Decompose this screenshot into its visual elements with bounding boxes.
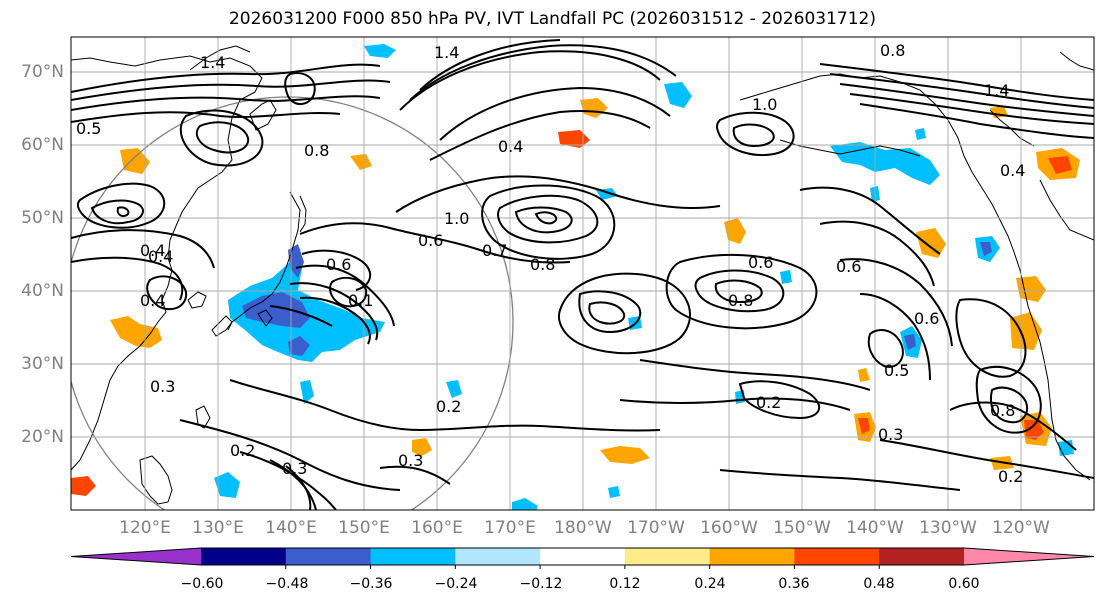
lat-label: 70°N xyxy=(21,62,64,82)
contour-label: 0.4 xyxy=(1000,161,1025,180)
lon-label: 120°E xyxy=(119,518,171,538)
colorbar-tick-label: −0.12 xyxy=(519,576,563,592)
contour-label: 0.8 xyxy=(990,401,1015,420)
contour-label: 0.5 xyxy=(76,119,101,138)
plot-frame xyxy=(70,36,1095,511)
lon-label: 150°W xyxy=(773,518,831,538)
contour-label: 0.7 xyxy=(482,241,507,260)
contour-label: 0.3 xyxy=(150,377,175,396)
positive-pv-shading xyxy=(71,98,1080,496)
lon-label: 160°E xyxy=(411,518,463,538)
colorbar-swatch xyxy=(370,548,456,565)
colorbar-extend-low xyxy=(71,548,201,565)
contour-label: 0.6 xyxy=(836,257,861,276)
contour-label: 0.6 xyxy=(914,309,939,328)
negative-pv-shading xyxy=(214,44,1074,510)
map-plot-area: 1.4 0.5 1.4 1.0 0.4 1.0 0.6 0.8 0.6 0.7 … xyxy=(71,37,1094,510)
colorbar-extend-high xyxy=(964,548,1094,565)
lon-label: 170°W xyxy=(627,518,685,538)
lat-label: 50°N xyxy=(21,208,64,228)
contour-label: 0.2 xyxy=(436,397,461,416)
contour-label: 0.4 xyxy=(498,137,523,156)
contour-label: 1.0 xyxy=(752,95,777,114)
colorbar-swatch xyxy=(879,548,965,565)
lat-label: 60°N xyxy=(21,135,64,155)
contour-label: 0.3 xyxy=(878,425,903,444)
colorbar-tick-label: −0.48 xyxy=(265,576,309,592)
contour-label: 0.4 xyxy=(148,247,173,266)
lon-label: 180°W xyxy=(554,518,612,538)
lon-label: 140°E xyxy=(265,518,317,538)
contour-labels: 1.4 0.5 1.4 1.0 0.4 1.0 0.6 0.8 0.6 0.7 … xyxy=(76,41,1025,486)
contour-label: 0.2 xyxy=(998,467,1023,486)
contour-label: 0.2 xyxy=(756,393,781,412)
contour-label: 0.6 xyxy=(326,255,351,274)
contour-label: 0.3 xyxy=(398,451,423,470)
colorbar-swatch xyxy=(285,548,372,565)
contour-label: 0.6 xyxy=(418,231,443,250)
contour-label: 0.8 xyxy=(530,255,555,274)
contour-label: 0.2 xyxy=(230,441,255,460)
lat-label: 30°N xyxy=(21,354,64,374)
colorbar-tick-label: −0.36 xyxy=(349,576,393,592)
colorbar-tick-label: 0.12 xyxy=(609,576,641,592)
colorbar-tick-label: −0.24 xyxy=(434,576,478,592)
colorbar-tick-label: −0.60 xyxy=(180,576,224,592)
lon-label: 130°E xyxy=(192,518,244,538)
contour-label: 1.0 xyxy=(444,209,469,228)
lat-label: 20°N xyxy=(21,427,64,447)
colorbar xyxy=(70,547,1095,569)
lon-label: 160°W xyxy=(700,518,758,538)
contour-label: 0.8 xyxy=(880,41,905,60)
contour-label: 0.4 xyxy=(140,241,165,260)
colorbar-swatch xyxy=(201,548,287,565)
contour-label: 0.4 xyxy=(140,291,165,310)
contour-label: 1.4 xyxy=(984,81,1009,100)
lon-label: 120°W xyxy=(992,518,1050,538)
contour-label: 0.5 xyxy=(884,361,909,380)
colorbar-swatch xyxy=(709,548,795,565)
map-title: 2026031200 F000 850 hPa PV, IVT Landfall… xyxy=(228,9,876,29)
lon-label: 150°E xyxy=(338,518,390,538)
colorbar-swatch xyxy=(624,548,711,565)
colorbar-swatch xyxy=(540,548,626,565)
colorbar-outline xyxy=(70,547,1095,566)
contour-label: 0.6 xyxy=(748,253,773,272)
contour-label: 0.8 xyxy=(304,141,329,160)
lon-label: 130°W xyxy=(919,518,977,538)
contour-label: 1.4 xyxy=(200,53,225,72)
colorbar-tick-label: 0.24 xyxy=(694,576,726,592)
lat-label: 40°N xyxy=(21,281,64,301)
colorbar-tick-label: 0.60 xyxy=(948,576,980,592)
colorbar-tick-label: 0.36 xyxy=(778,576,810,592)
contour-label: 0.8 xyxy=(728,291,753,310)
contour-label: 0.1 xyxy=(348,291,373,310)
colorbar-swatch xyxy=(794,548,880,565)
contour-label: 1.4 xyxy=(434,43,459,62)
pv-contours xyxy=(71,39,1094,510)
lon-label: 170°E xyxy=(484,518,536,538)
colorbar-swatch xyxy=(455,548,541,565)
contour-label: 0.3 xyxy=(282,459,307,478)
colorbar-tick-label: 0.48 xyxy=(863,576,895,592)
lon-label: 140°W xyxy=(846,518,904,538)
